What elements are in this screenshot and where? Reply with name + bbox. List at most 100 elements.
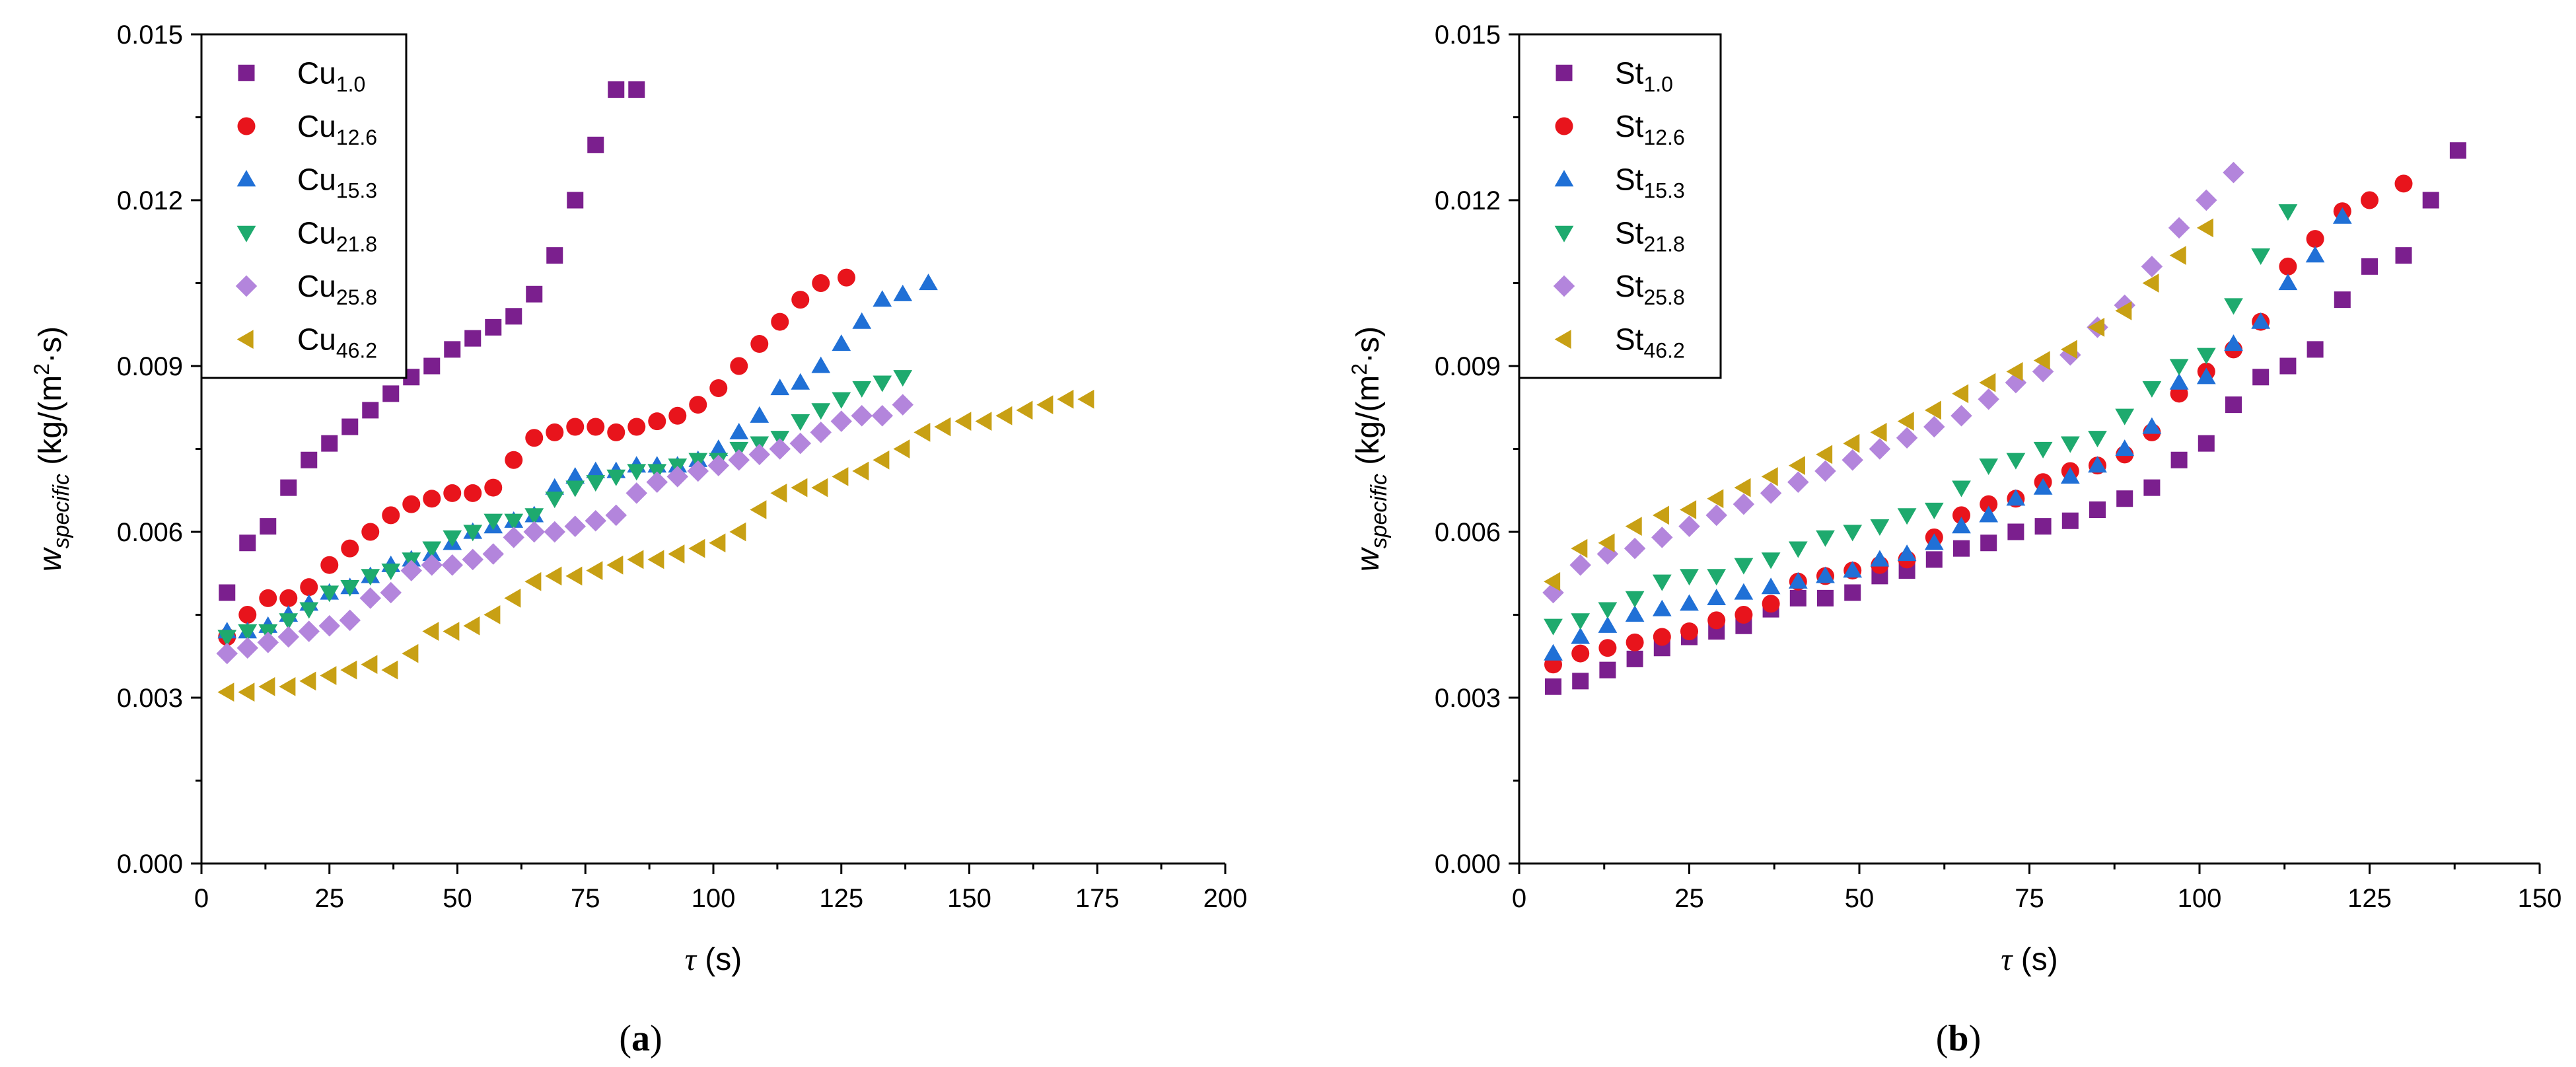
chart-panel-b: 0 25 50 75 100 125 150 0.000 0.003 0.006 0.009 0.01… [1347, 20, 2561, 1059]
data-point [299, 671, 316, 691]
x-axis-label: τ (s) [2001, 942, 2058, 977]
data-point [402, 495, 421, 513]
data-point [1733, 493, 1755, 515]
data-point [1843, 561, 1863, 578]
data-point [2169, 373, 2189, 390]
data-point [1653, 628, 1671, 646]
data-point [1680, 594, 1699, 611]
y-tick-label: 0.000 [1435, 850, 1501, 879]
data-point [2089, 501, 2106, 519]
data-point [1762, 595, 1780, 613]
data-point [341, 418, 359, 435]
data-point [443, 484, 462, 502]
data-point [464, 484, 482, 502]
data-point [238, 624, 258, 641]
data-point [505, 308, 522, 325]
data-point [1788, 541, 1808, 558]
data-point [687, 460, 709, 482]
data-point [2060, 466, 2080, 484]
data-point [441, 554, 463, 576]
chart-panel-a: 0 25 50 75 100 125 150 175 200 0.000 0.003 0.006 0.0… [30, 20, 1247, 1059]
legend-entry: St25.8 [1615, 269, 1685, 309]
data-point [1707, 489, 1724, 509]
data-point [2224, 334, 2243, 351]
legend-box [200, 33, 408, 379]
data-point [216, 642, 238, 665]
data-point [2115, 301, 2132, 320]
data-point [361, 569, 380, 586]
data-point [2170, 451, 2188, 468]
data-point [239, 534, 256, 552]
data-point [1870, 550, 1890, 567]
data-point [485, 318, 502, 336]
data-point [2034, 518, 2052, 535]
data-point [892, 394, 913, 416]
data-point [1844, 584, 1861, 601]
legend-marker [238, 64, 255, 81]
data-point [2279, 357, 2297, 375]
data-point [260, 518, 277, 535]
data-point [526, 285, 543, 303]
data-point [771, 313, 789, 331]
data-point [1978, 388, 1999, 410]
data-point [565, 480, 585, 497]
data-point [2306, 230, 2324, 248]
data-point [1952, 384, 1969, 404]
data-point [1680, 622, 1698, 641]
y-tick-label: 0.015 [1435, 20, 1501, 50]
data-point [647, 550, 664, 570]
data-point [1734, 558, 1754, 575]
data-point [2251, 248, 2271, 266]
data-point [934, 417, 951, 437]
y-tick-label: 0.000 [117, 850, 183, 879]
data-point [975, 412, 992, 431]
data-point [2305, 246, 2325, 263]
data-point [2088, 431, 2107, 448]
data-point [2142, 274, 2159, 293]
data-point [2006, 453, 2026, 470]
data-point [504, 513, 524, 531]
y-axis-label: wspecific (kg/(m2·s) [30, 326, 74, 571]
series-st-21.8 [1544, 204, 2298, 636]
data-point [2168, 217, 2190, 239]
data-point [728, 449, 750, 471]
data-point [2006, 361, 2023, 381]
data-point [810, 422, 832, 443]
data-point [954, 412, 972, 431]
data-point [2449, 142, 2466, 159]
data-point [2169, 246, 2186, 266]
data-point [1869, 438, 1891, 460]
x-tick-label: 125 [2347, 884, 2392, 913]
data-point [606, 555, 624, 575]
data-point [1952, 517, 1971, 534]
data-point [545, 478, 565, 495]
data-point [1925, 551, 1943, 568]
data-point [811, 403, 831, 420]
data-point [2115, 439, 2135, 457]
legend-marker [236, 225, 256, 242]
data-point [1652, 505, 1669, 525]
data-point [1817, 589, 1834, 607]
data-point [1814, 460, 1836, 482]
data-point [484, 478, 503, 497]
data-point [2278, 274, 2298, 291]
data-point [1625, 517, 1642, 536]
data-point [811, 356, 831, 373]
data-point [381, 660, 398, 680]
data-point [851, 405, 873, 427]
data-point [2334, 291, 2351, 309]
data-point [791, 478, 808, 497]
data-point [627, 464, 647, 481]
data-point [1680, 500, 1697, 519]
data-point [2060, 340, 2077, 359]
data-point [709, 439, 729, 457]
data-point [811, 478, 828, 497]
data-point [544, 521, 565, 543]
data-point [1652, 599, 1672, 616]
data-point [770, 484, 787, 503]
data-point [1734, 478, 1751, 497]
data-point [2361, 258, 2378, 275]
data-point [545, 566, 562, 586]
data-point [1571, 644, 1590, 663]
data-point [2143, 479, 2161, 496]
